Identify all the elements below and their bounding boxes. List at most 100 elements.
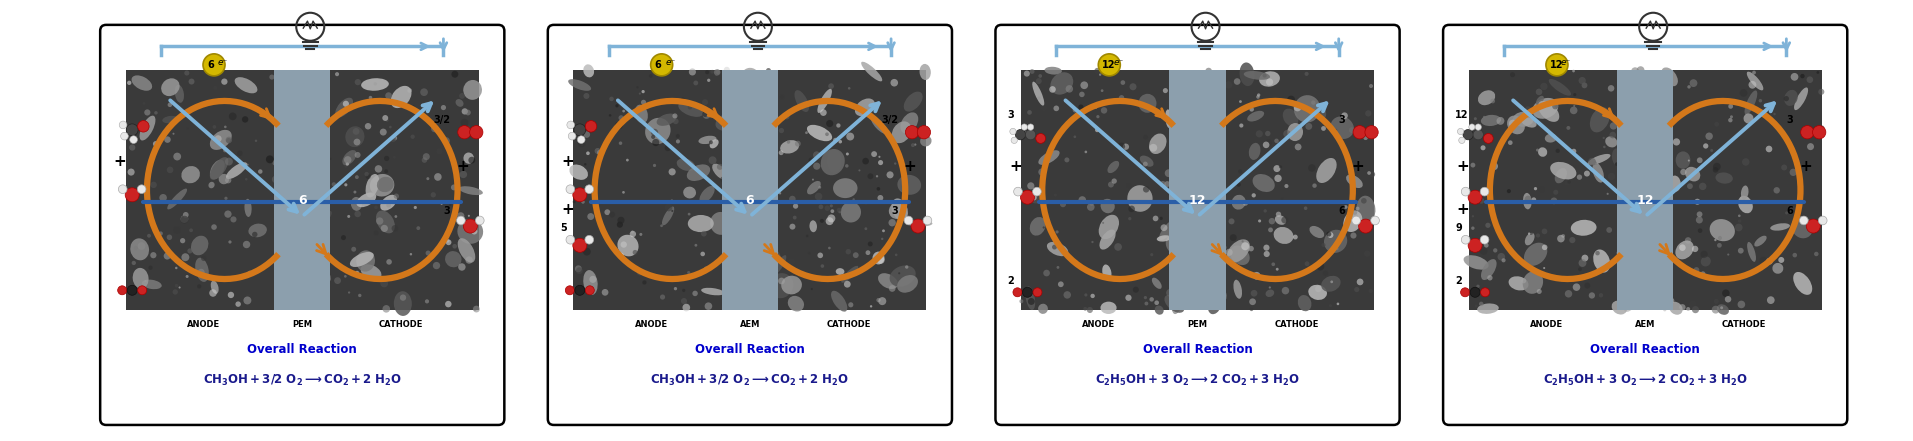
Circle shape (1356, 279, 1364, 285)
Circle shape (373, 230, 379, 235)
Circle shape (608, 114, 612, 117)
Circle shape (446, 301, 451, 307)
Circle shape (683, 304, 691, 311)
Circle shape (1165, 181, 1171, 187)
Circle shape (1781, 164, 1787, 171)
Circle shape (715, 70, 719, 74)
Circle shape (291, 139, 295, 142)
Circle shape (383, 305, 390, 313)
Circle shape (846, 153, 849, 156)
Circle shape (1230, 234, 1238, 241)
Circle shape (461, 119, 469, 127)
Ellipse shape (1127, 185, 1154, 212)
Ellipse shape (1039, 150, 1060, 165)
Ellipse shape (195, 258, 209, 282)
Ellipse shape (821, 149, 846, 175)
Circle shape (633, 250, 637, 255)
Text: 6: 6 (1339, 206, 1345, 216)
Circle shape (184, 212, 189, 218)
Circle shape (308, 228, 316, 235)
Ellipse shape (1685, 237, 1691, 243)
Circle shape (165, 252, 170, 260)
Circle shape (254, 140, 256, 142)
Circle shape (159, 232, 163, 235)
Circle shape (781, 95, 784, 99)
Circle shape (811, 288, 813, 290)
Circle shape (767, 140, 773, 147)
Circle shape (1773, 113, 1775, 115)
Ellipse shape (1521, 117, 1536, 127)
Circle shape (1481, 235, 1488, 244)
Circle shape (582, 200, 585, 204)
Circle shape (1242, 242, 1249, 250)
Ellipse shape (209, 182, 214, 188)
Circle shape (119, 185, 126, 194)
Circle shape (1058, 281, 1064, 287)
Circle shape (1791, 73, 1798, 81)
Circle shape (847, 302, 853, 307)
Ellipse shape (285, 146, 308, 168)
Text: 12: 12 (1188, 194, 1207, 206)
Circle shape (578, 140, 585, 147)
Ellipse shape (1509, 276, 1528, 291)
Circle shape (1582, 254, 1588, 262)
Circle shape (1316, 262, 1324, 270)
Circle shape (779, 192, 781, 194)
FancyBboxPatch shape (99, 25, 505, 425)
Circle shape (222, 78, 228, 85)
Circle shape (815, 193, 823, 200)
Circle shape (1025, 131, 1027, 134)
Circle shape (763, 141, 771, 147)
Ellipse shape (890, 203, 905, 219)
Ellipse shape (1029, 217, 1046, 235)
Circle shape (172, 289, 178, 295)
Circle shape (1483, 116, 1484, 118)
Ellipse shape (1571, 220, 1597, 236)
Circle shape (1817, 71, 1819, 74)
Circle shape (247, 271, 253, 276)
Circle shape (1129, 206, 1134, 212)
Text: AEM: AEM (740, 320, 759, 329)
Circle shape (714, 69, 721, 75)
Circle shape (1352, 216, 1360, 225)
Circle shape (706, 70, 710, 74)
Circle shape (1490, 162, 1498, 170)
Bar (1169, 70, 1226, 310)
Circle shape (1699, 183, 1706, 190)
Ellipse shape (310, 195, 325, 202)
Circle shape (1163, 88, 1169, 93)
Circle shape (673, 287, 677, 290)
Circle shape (197, 269, 205, 276)
Circle shape (1054, 194, 1056, 197)
Circle shape (214, 86, 218, 90)
Bar (1616, 70, 1674, 310)
Ellipse shape (342, 150, 356, 165)
Ellipse shape (1550, 79, 1571, 96)
Circle shape (1714, 299, 1718, 304)
Circle shape (451, 184, 457, 191)
Circle shape (714, 263, 717, 266)
Circle shape (708, 78, 710, 82)
Circle shape (281, 189, 285, 194)
Circle shape (846, 133, 855, 141)
Ellipse shape (1685, 167, 1701, 181)
Circle shape (1027, 110, 1031, 115)
Circle shape (386, 259, 392, 265)
Ellipse shape (907, 220, 932, 227)
Circle shape (298, 155, 304, 161)
Circle shape (130, 136, 138, 143)
Circle shape (1712, 306, 1720, 314)
Circle shape (1557, 235, 1565, 243)
Circle shape (176, 267, 178, 269)
Circle shape (224, 149, 228, 152)
Circle shape (304, 119, 308, 124)
Circle shape (1066, 85, 1073, 93)
Circle shape (471, 228, 478, 235)
Circle shape (253, 232, 258, 237)
Circle shape (1264, 139, 1272, 146)
Circle shape (226, 137, 231, 143)
Circle shape (145, 280, 147, 282)
Circle shape (293, 88, 298, 92)
Circle shape (832, 138, 838, 143)
Circle shape (209, 289, 216, 297)
